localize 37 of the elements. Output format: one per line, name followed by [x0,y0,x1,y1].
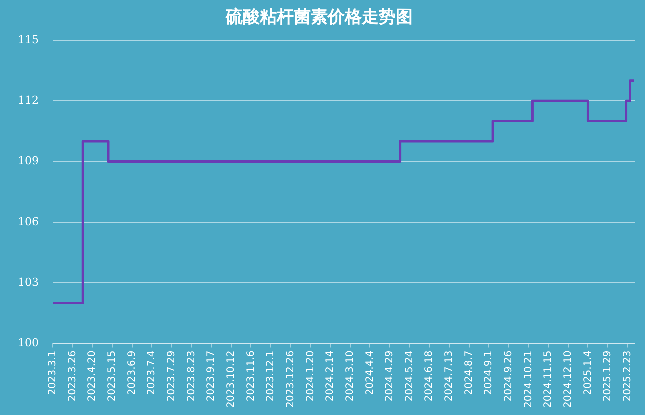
x-tick-label: 2023.9.17 [206,350,218,402]
x-tick-label: 2024.9.1 [484,350,495,396]
chart-title: 硫酸粘杆菌素价格走势图 [225,8,413,28]
x-tick-label: 2023.7.29 [166,350,178,402]
x-tick-label: 2024.8.7 [464,350,475,396]
x-tick-label: 2024.7.13 [444,350,456,402]
x-tick-label: 2025.2.23 [622,350,634,402]
y-tick-label: 106 [18,215,39,228]
x-tick-label: 2024.12.10 [562,350,574,408]
x-tick-label: 2024.5.24 [404,350,416,402]
x-tick-label: 2024.10.21 [523,350,534,408]
x-tick-label: 2024.2.14 [325,350,336,402]
x-tick-label: 2023.8.23 [186,350,198,402]
y-tick-label: 100 [18,336,39,350]
x-tick-label: 2023.12.1 [266,350,277,402]
x-tick-label: 2024.9.26 [504,350,515,402]
x-tick-label: 2024.1.20 [305,350,316,402]
x-tick-label: 2023.7.4 [146,350,158,396]
x-tick-label: 2023.3.26 [67,350,78,402]
x-tick-label: 2024.4.4 [364,350,376,396]
y-tick-label: 109 [18,154,39,168]
x-tick-label: 2023.6.9 [126,350,138,396]
x-tick-label: 2024.11.15 [543,350,554,408]
x-tick-label: 2023.12.26 [285,350,296,408]
y-tick-label: 115 [18,33,39,46]
x-tick-label: 2024.3.10 [344,350,356,402]
x-tick-label: 2024.4.29 [384,350,396,402]
x-tick-label: 2023.3.1 [48,350,59,396]
y-tick-label: 112 [18,94,39,107]
x-tick-label: 2023.5.15 [107,350,118,402]
x-tick-label: 2025.1.4 [582,350,594,396]
x-tick-label: 2023.4.20 [87,350,98,402]
x-tick-label: 2025.1.29 [602,350,614,402]
x-tick-label: 2023.11.6 [246,350,257,402]
x-tick-label: 2024.6.18 [424,350,436,402]
y-tick-label: 103 [18,276,39,289]
x-tick-label: 2023.10.12 [226,350,237,408]
